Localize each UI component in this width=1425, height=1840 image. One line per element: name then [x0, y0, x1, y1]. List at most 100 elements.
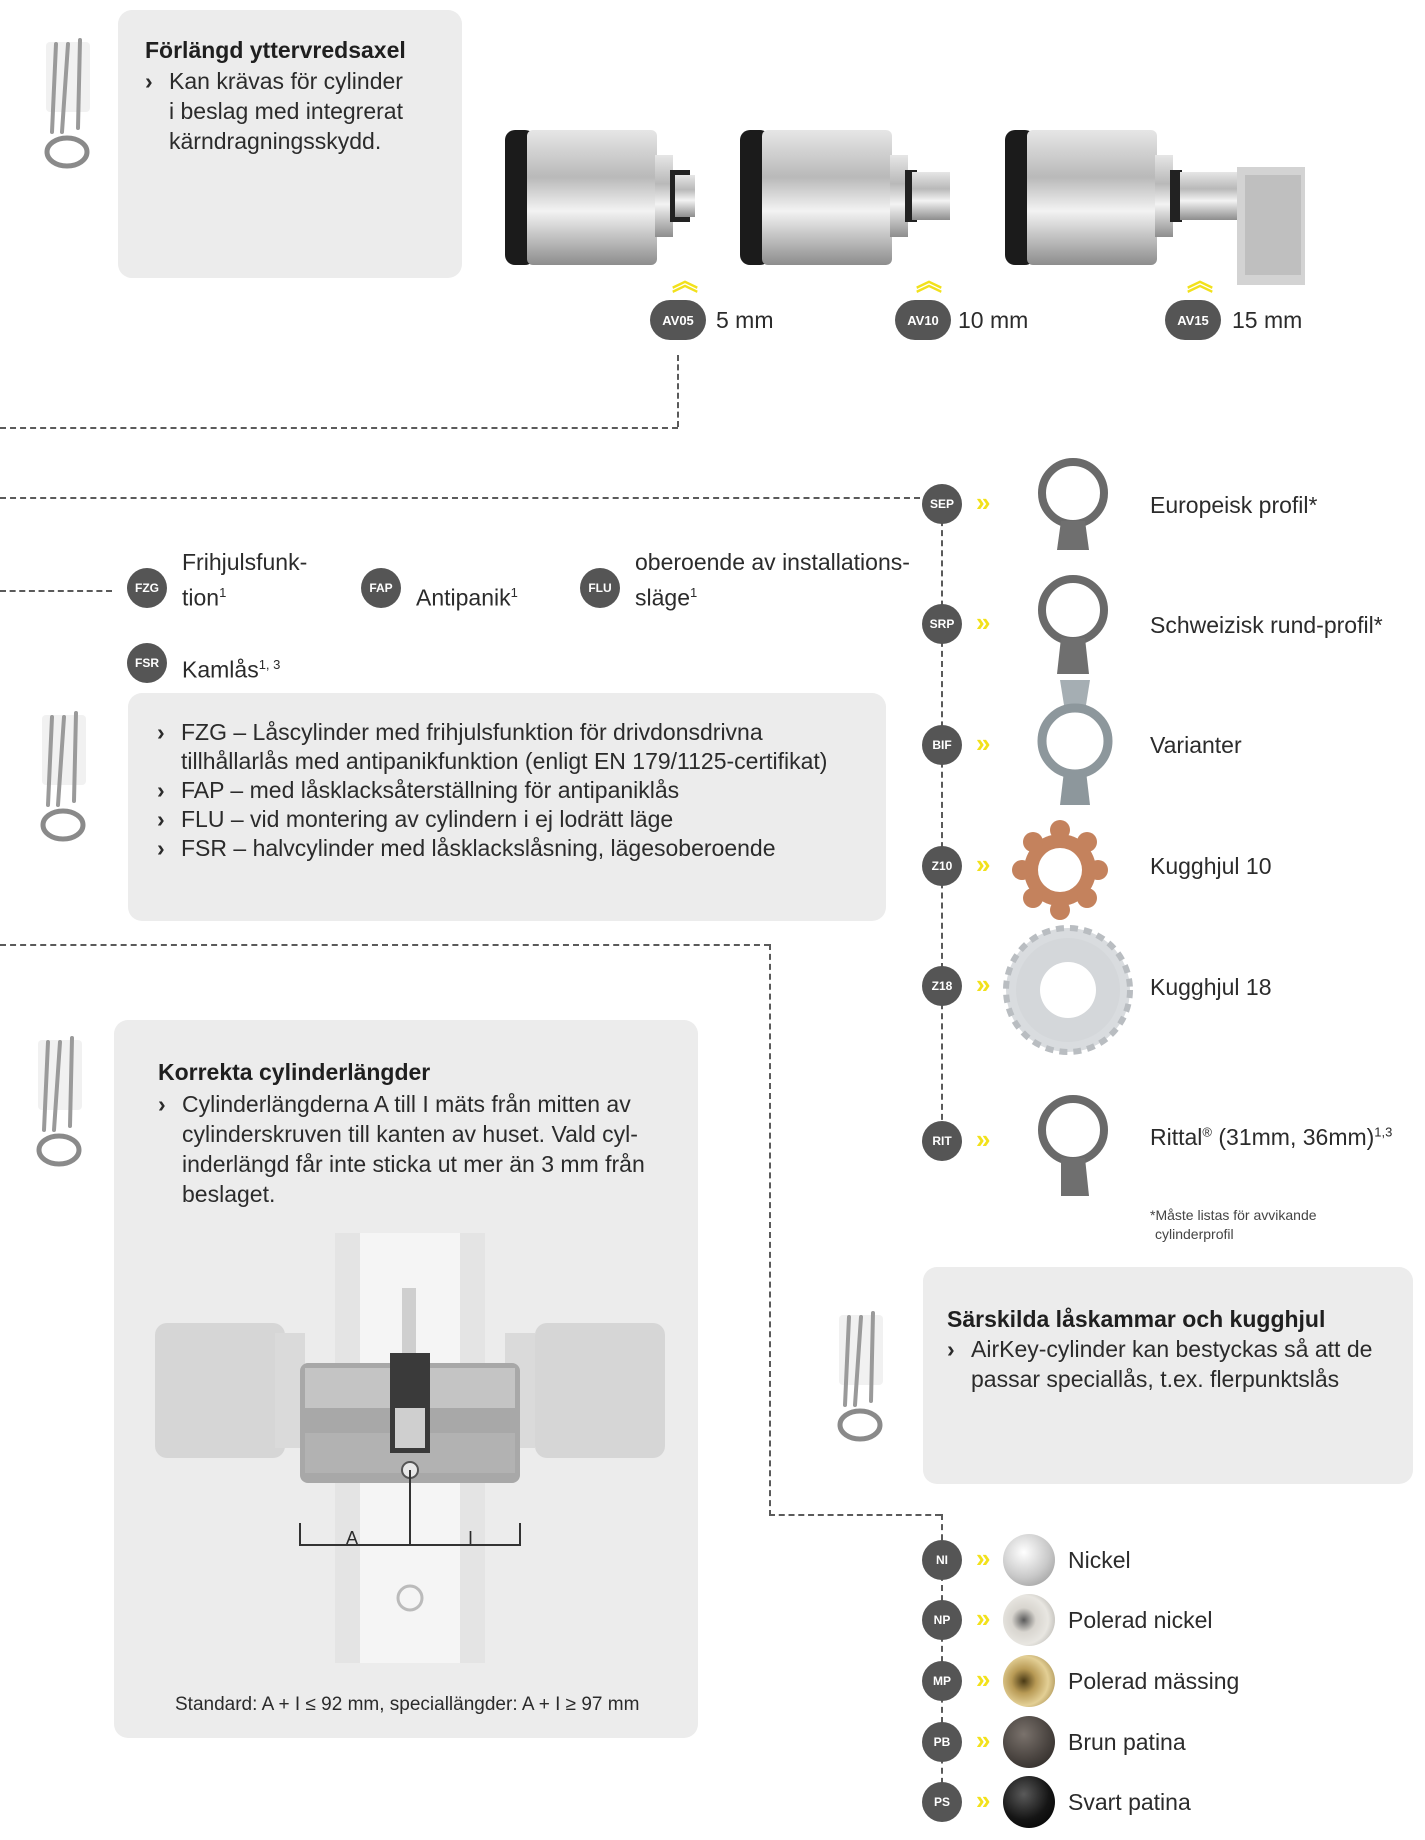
finish-swatch-np [1003, 1594, 1055, 1646]
code-badge-z18: Z18 [922, 966, 962, 1006]
special-cams-title: Särskilda låskammar och kugghjul [947, 1306, 1326, 1332]
code-badge-mp: MP [922, 1661, 962, 1701]
cam-image-srp [1035, 570, 1115, 680]
cylinder-image-av15 [1005, 125, 1305, 285]
code-badge-z10: Z10 [922, 846, 962, 886]
cam-image-rit [1035, 1090, 1115, 1200]
chevron-double-right-icon: » [976, 1603, 991, 1633]
cam-label-bif: Varianter [1150, 732, 1242, 758]
cylinder-lengths-text-3: beslaget. [182, 1181, 276, 1207]
finish-label-pb: Brun patina [1068, 1729, 1186, 1755]
cam-note-line-1: *Måste listas för avvikande [1150, 1207, 1317, 1223]
cam-label-rit: Rittal® (31mm, 36mm)1,3 [1150, 1124, 1393, 1150]
connector-line [769, 1514, 941, 1516]
cylinder-lengths-text-2: inderlängd får inte sticka ut mer än 3 m… [182, 1151, 645, 1177]
special-cams-box [923, 1267, 1413, 1484]
special-cams-text-1: passar speciallås, t.ex. flerpunktslås [971, 1366, 1340, 1392]
functions-bullet-2: › FAP – med låsklacksåterställning för an… [157, 777, 680, 803]
chevron-double-right-icon: » [976, 1725, 991, 1755]
code-badge-ni: NI [922, 1540, 962, 1580]
connector-line [677, 355, 679, 427]
code-badge-flu: FLU [580, 568, 620, 608]
connector-line [0, 944, 770, 946]
chevron-double-right-icon: » [976, 1543, 991, 1573]
cam-image-z10 [1005, 820, 1115, 920]
finish-label-ps: Svart patina [1068, 1789, 1191, 1815]
code-badge-ps: PS [922, 1782, 962, 1822]
chevron-double-right-icon: » [976, 849, 991, 879]
code-badge-fap: FAP [361, 568, 401, 608]
cylinder-length-diagram [155, 1233, 665, 1663]
code-badge-np: NP [922, 1600, 962, 1640]
connector-line [769, 944, 771, 1516]
cylinder-lengths-caption: Standard: A + I ≤ 92 mm, speciallängder:… [175, 1694, 640, 1715]
function-label-fsr: Kamlås1, 3 [182, 656, 281, 683]
finish-swatch-pb [1003, 1716, 1055, 1768]
tool-icon [32, 32, 112, 182]
cam-label-z10: Kugghjul 10 [1150, 853, 1272, 879]
cam-note-line-2: cylinderprofil [1155, 1226, 1234, 1242]
chevron-double-right-icon: » [976, 1785, 991, 1815]
code-badge-fsr: FSR [127, 643, 167, 683]
chevron-double-right-icon: » [976, 969, 991, 999]
dimension-a-label: A [346, 1528, 359, 1548]
finish-swatch-mp [1003, 1655, 1055, 1707]
cylinder-image-av05 [505, 125, 695, 270]
code-badge-av05: AV05 [650, 300, 706, 340]
extended-axle-title: Förlängd yttervredsaxel [145, 37, 406, 63]
finish-label-np: Polerad nickel [1068, 1607, 1213, 1633]
finish-swatch-ps [1003, 1776, 1055, 1828]
cam-image-bif [1030, 675, 1120, 810]
functions-bullet-4: › FSR – halvcylinder med låsklackslåsning… [157, 835, 776, 861]
cam-label-srp: Schweizisk rund-profil* [1150, 612, 1383, 638]
function-label-fzg-1: Frihjulsfunk- [182, 549, 308, 575]
cam-image-z18 [1003, 925, 1133, 1055]
extended-axle-text-1: i beslag med integrerat [169, 98, 403, 124]
variant-label-av05: 5 mm [716, 307, 774, 333]
cylinder-lengths-text-1: cylinderskruven till kanten av huset. Va… [182, 1121, 638, 1147]
extended-axle-box [118, 10, 462, 278]
dimension-i-label: I [468, 1528, 474, 1548]
functions-bullet-3: › FLU – vid montering av cylindern i ej l… [157, 806, 674, 832]
function-label-flu-2: släge1 [635, 584, 698, 611]
function-label-fzg-2: tion1 [182, 584, 227, 611]
special-cams-bullet: › AirKey-cylinder kan bestyckas så att de [947, 1336, 1373, 1362]
chevron-double-right-icon: » [976, 487, 991, 517]
code-badge-bif: BIF [922, 725, 962, 765]
functions-bullet-1: › FZG – Låscylinder med frihjulsfunktion … [157, 719, 763, 745]
variant-label-av10: 10 mm [958, 307, 1029, 333]
code-badge-pb: PB [922, 1722, 962, 1762]
chevron-double-up-icon: ︽ [672, 266, 699, 296]
connector-line [0, 590, 112, 592]
chevron-double-right-icon: » [976, 1664, 991, 1694]
tool-icon [24, 1030, 104, 1180]
code-badge-sep: SEP [922, 484, 962, 524]
variant-label-av15: 15 mm [1232, 307, 1303, 333]
cam-label-z18: Kugghjul 18 [1150, 974, 1272, 1000]
chevron-double-up-icon: ︽ [916, 266, 943, 296]
chevron-double-right-icon: » [976, 1124, 991, 1154]
cam-image-sep [1035, 455, 1115, 555]
cam-label-sep: Europeisk profil* [1150, 492, 1318, 518]
code-badge-srp: SRP [922, 604, 962, 644]
connector-line [941, 510, 943, 1130]
cylinder-image-av10 [740, 125, 950, 270]
finish-label-ni: Nickel [1068, 1547, 1131, 1573]
function-label-fap: Antipanik1 [416, 584, 518, 611]
connector-line [941, 1514, 943, 1794]
finish-swatch-ni [1003, 1534, 1055, 1586]
connector-line [0, 427, 678, 429]
extended-axle-text-2: kärndragningsskydd. [169, 128, 382, 154]
extended-axle-bullet: › Kan krävas för cylinder [145, 68, 403, 94]
cylinder-lengths-bullet: › Cylinderlängderna A till I mäts från mi… [158, 1091, 631, 1117]
function-label-flu-1: oberoende av installations- [635, 549, 910, 575]
tool-icon [28, 705, 108, 855]
finish-label-mp: Polerad mässing [1068, 1668, 1240, 1694]
chevron-double-up-icon: ︽ [1187, 266, 1214, 296]
code-badge-av15: AV15 [1165, 300, 1221, 340]
functions-bullet-1-cont: tillhållarlås med antipanikfunktion (enl… [181, 748, 828, 774]
cylinder-lengths-title: Korrekta cylinderlängder [158, 1059, 431, 1085]
code-badge-av10: AV10 [895, 300, 951, 340]
code-badge-rit: RIT [922, 1121, 962, 1161]
connector-line [0, 497, 920, 499]
